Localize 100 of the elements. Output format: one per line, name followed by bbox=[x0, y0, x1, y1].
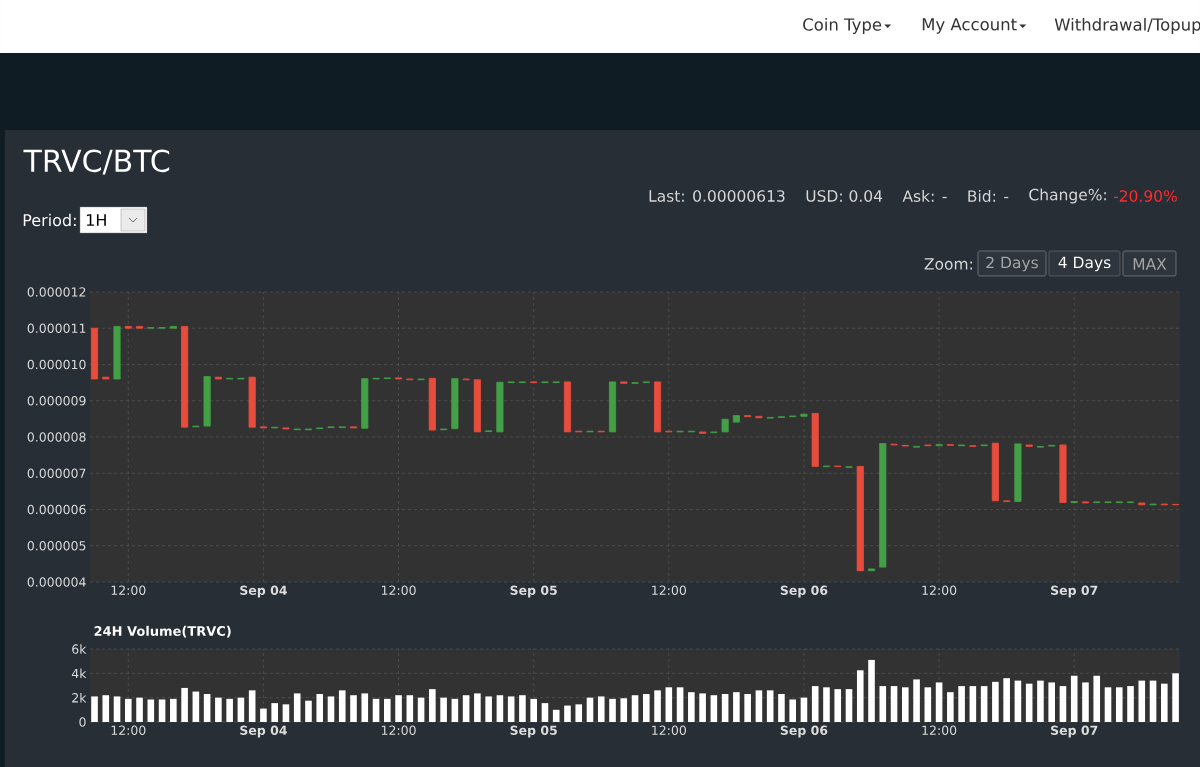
y-tick-label: 0.000010 bbox=[27, 359, 86, 370]
bar bbox=[338, 690, 346, 722]
y-tick-label: 0.000009 bbox=[27, 396, 86, 406]
bar bbox=[1082, 682, 1089, 722]
bar bbox=[609, 698, 616, 722]
bar bbox=[947, 692, 954, 722]
bar bbox=[158, 699, 166, 722]
bar bbox=[1048, 682, 1055, 722]
bar bbox=[913, 679, 920, 722]
bar bbox=[305, 700, 312, 722]
bar bbox=[834, 689, 842, 722]
bar bbox=[113, 696, 121, 722]
text: USD: 0.04 bbox=[806, 190, 883, 202]
bar bbox=[778, 694, 785, 722]
bar bbox=[823, 687, 830, 722]
text: MAX bbox=[1133, 258, 1167, 270]
bar bbox=[969, 686, 977, 722]
x-tick-label: Sep 05 bbox=[510, 585, 557, 598]
y-tick-label: 0.000006 bbox=[27, 504, 86, 515]
x-tick-label: 12:00 bbox=[922, 585, 957, 595]
y-tick-label: 0.000007 bbox=[27, 468, 86, 478]
bar bbox=[395, 695, 402, 722]
bar bbox=[327, 696, 335, 722]
y-tick-label: 2k bbox=[72, 692, 87, 703]
x-tick-label: Sep 06 bbox=[780, 725, 828, 738]
y-tick-label: 0.000005 bbox=[27, 541, 86, 551]
bar bbox=[406, 695, 414, 722]
bar bbox=[226, 698, 233, 722]
text: Change%: bbox=[1029, 188, 1106, 204]
bar bbox=[924, 687, 932, 722]
x-tick-label: Sep 05 bbox=[510, 725, 557, 738]
bar bbox=[316, 694, 324, 722]
bar bbox=[260, 708, 267, 722]
bar bbox=[147, 699, 155, 722]
bar bbox=[1093, 675, 1101, 722]
bar bbox=[879, 686, 887, 722]
bar bbox=[1070, 675, 1078, 722]
bar bbox=[350, 695, 357, 722]
x-tick-label: Sep 04 bbox=[240, 725, 287, 738]
bar bbox=[856, 670, 864, 722]
bar bbox=[733, 692, 740, 722]
bar bbox=[91, 696, 98, 722]
y-tick-label: 0.000008 bbox=[27, 432, 86, 442]
bar bbox=[485, 696, 492, 722]
bar bbox=[552, 709, 560, 722]
bar bbox=[474, 693, 481, 722]
x-tick-label: 12:00 bbox=[381, 585, 416, 595]
bar bbox=[789, 699, 796, 722]
x-tick-label: Sep 06 bbox=[780, 585, 828, 598]
bar bbox=[462, 695, 470, 722]
bar bbox=[170, 698, 177, 722]
bar bbox=[136, 697, 143, 722]
text: 4 Days bbox=[1058, 256, 1111, 272]
bar bbox=[643, 694, 650, 722]
x-tick-label: 12:00 bbox=[922, 725, 957, 735]
text: Zoom: bbox=[924, 258, 972, 270]
chart-title: TRVC/BTC bbox=[23, 149, 170, 175]
bar bbox=[980, 686, 988, 722]
y-tick-label: 4k bbox=[71, 668, 87, 679]
bar bbox=[699, 693, 706, 722]
bar bbox=[271, 703, 278, 722]
text: Withdrawal/Topup bbox=[1054, 18, 1200, 34]
bar bbox=[440, 697, 447, 722]
text: 1H bbox=[86, 214, 106, 226]
y-tick-label: 0.000012 bbox=[27, 287, 86, 297]
y-tick-label: 0.000011 bbox=[27, 323, 86, 333]
text: Period: bbox=[23, 213, 76, 227]
y-tick-label: 6k bbox=[72, 644, 87, 654]
bar bbox=[1025, 683, 1033, 722]
text: Coin Type bbox=[803, 18, 882, 34]
text: Bid: - bbox=[968, 189, 1009, 202]
bar bbox=[575, 704, 583, 722]
bar bbox=[868, 659, 875, 722]
bar bbox=[1127, 686, 1134, 722]
x-tick-label: Sep 07 bbox=[1051, 725, 1098, 738]
x-tick-label: 12:00 bbox=[111, 585, 146, 595]
bar bbox=[620, 698, 628, 722]
x-tick-label: 12:00 bbox=[652, 725, 686, 735]
bar bbox=[845, 689, 853, 722]
text: Last: 0.00000613 bbox=[649, 190, 785, 202]
bar bbox=[631, 695, 639, 722]
bar bbox=[519, 695, 526, 722]
bar bbox=[383, 698, 391, 722]
bar bbox=[451, 698, 459, 722]
bar bbox=[496, 695, 504, 722]
bar bbox=[541, 703, 549, 722]
bar bbox=[676, 687, 684, 722]
bar bbox=[361, 693, 369, 722]
bar bbox=[755, 690, 763, 722]
bar bbox=[744, 694, 751, 722]
bar bbox=[597, 696, 605, 722]
text: Ask: - bbox=[902, 189, 947, 202]
bar bbox=[215, 697, 222, 722]
bar bbox=[721, 694, 729, 722]
bar bbox=[293, 693, 301, 722]
bar bbox=[710, 695, 718, 722]
bar bbox=[1014, 680, 1022, 722]
bar bbox=[181, 687, 188, 722]
bar bbox=[665, 687, 673, 722]
bar bbox=[282, 704, 290, 722]
